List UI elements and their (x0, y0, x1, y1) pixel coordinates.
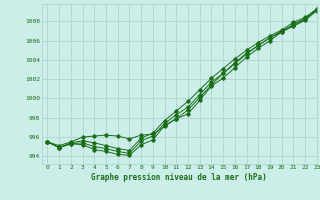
X-axis label: Graphe pression niveau de la mer (hPa): Graphe pression niveau de la mer (hPa) (91, 173, 267, 182)
